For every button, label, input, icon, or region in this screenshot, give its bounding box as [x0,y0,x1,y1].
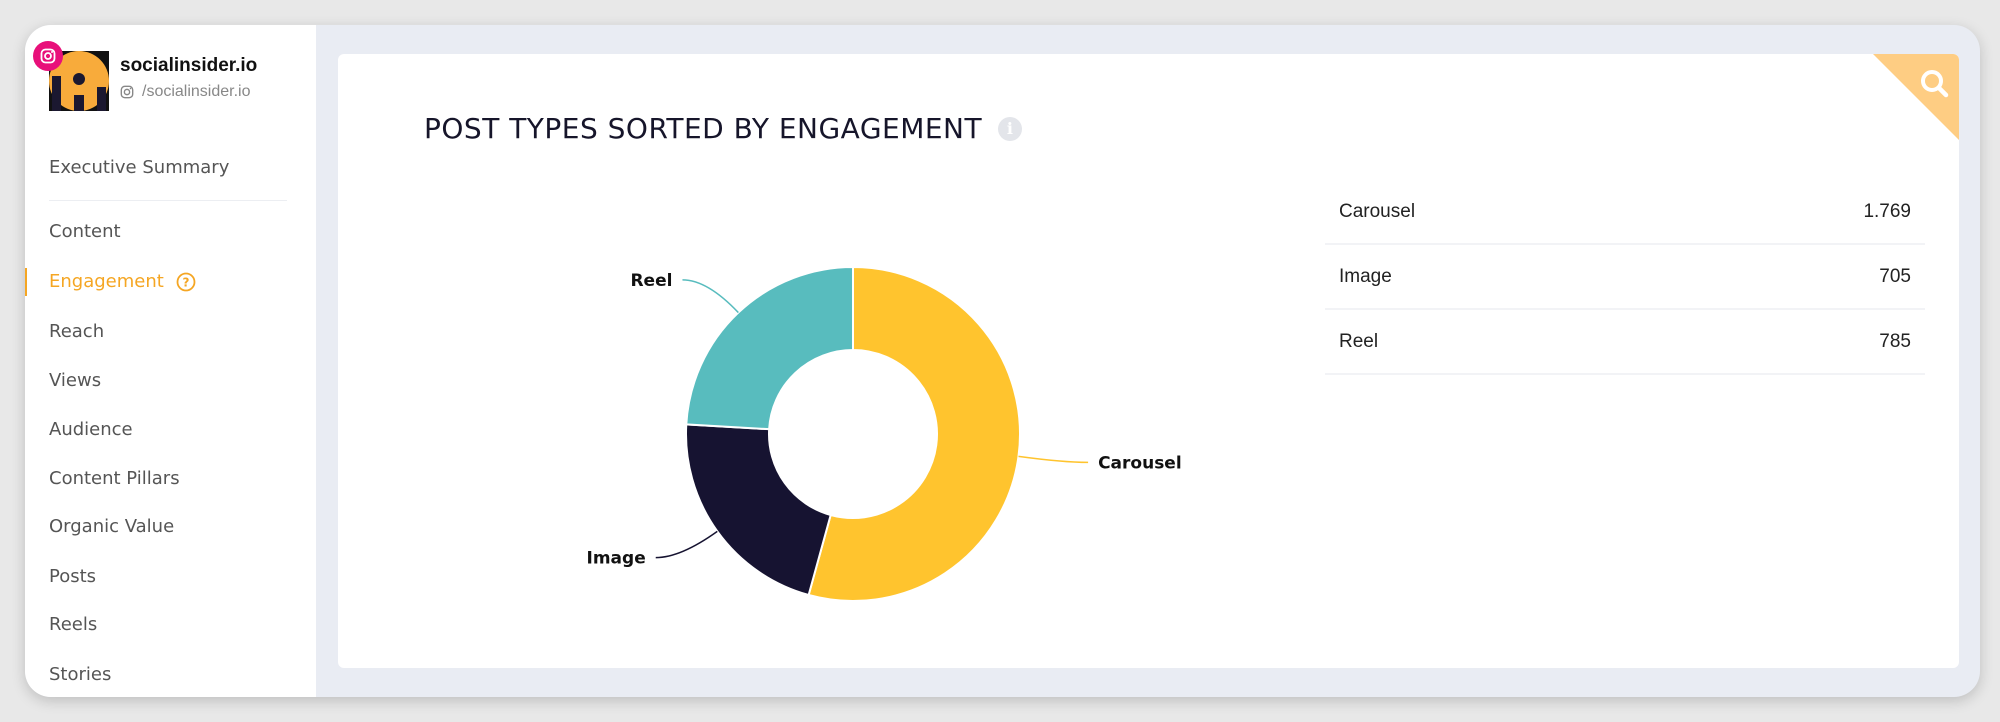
connector-line [655,530,718,559]
slice-label: Carousel [1098,453,1182,473]
slice-carousel[interactable] [807,265,1021,602]
card-title-text: POST TYPES SORTED BY ENGAGEMENT [424,112,983,145]
sidebar-item-executive-summary[interactable]: Executive Summary [49,157,230,178]
slice-image[interactable] [685,423,832,597]
sidebar-item-label: Engagement [49,271,164,292]
profile-handle-text: /socialinsider.io [142,83,251,100]
sidebar: socialinsider.io /socialinsider.io Execu… [25,25,316,697]
slice-reel[interactable] [685,265,854,431]
sidebar-item-posts[interactable]: Posts [49,566,97,587]
row-label: Carousel [1339,200,1416,222]
row-value: 705 [1879,265,1911,287]
row-label: Image [1339,265,1392,287]
post-types-card: POST TYPES SORTED BY ENGAGEMENT i Carous… [338,54,1959,668]
table-row: Carousel 1.769 [1325,180,1925,245]
connector-line [1018,455,1089,464]
sidebar-item-reels[interactable]: Reels [49,614,98,635]
info-icon[interactable]: i [998,116,1023,141]
values-table: Carousel 1.769 Image 705 Reel 785 [1325,180,1925,375]
profile-name: socialinsider.io [120,55,258,76]
sidebar-item-content[interactable]: Content [49,221,121,242]
search-icon[interactable] [1919,68,1951,100]
row-value: 785 [1879,330,1911,352]
sidebar-item-organic-value[interactable]: Organic Value [49,516,175,537]
table-row: Image 705 [1325,245,1925,310]
instagram-icon [33,41,63,71]
corner-ribbon [1873,54,1959,140]
sidebar-item-views[interactable]: Views [49,370,102,391]
slice-label: Image [587,549,646,569]
row-value: 1.769 [1863,200,1911,222]
instagram-icon [120,85,134,99]
connector-line [682,279,739,314]
active-indicator [25,268,27,296]
divider [49,200,287,201]
question-circle-icon[interactable]: ? [176,272,196,292]
sidebar-item-audience[interactable]: Audience [49,419,133,440]
table-row: Reel 785 [1325,310,1925,375]
svg-text:?: ? [182,275,189,289]
slice-label: Reel [630,271,672,291]
sidebar-item-engagement[interactable]: Engagement ? [49,271,196,292]
sidebar-item-reach[interactable]: Reach [49,321,105,342]
row-label: Reel [1339,330,1379,352]
card-title: POST TYPES SORTED BY ENGAGEMENT i [424,112,1023,145]
app-window: socialinsider.io /socialinsider.io Execu… [25,25,1980,697]
donut-chart: Carousel Image Reel [587,265,1182,602]
sidebar-item-content-pillars[interactable]: Content Pillars [49,468,180,489]
sidebar-item-stories[interactable]: Stories [49,664,112,685]
profile-handle: /socialinsider.io [120,83,251,101]
